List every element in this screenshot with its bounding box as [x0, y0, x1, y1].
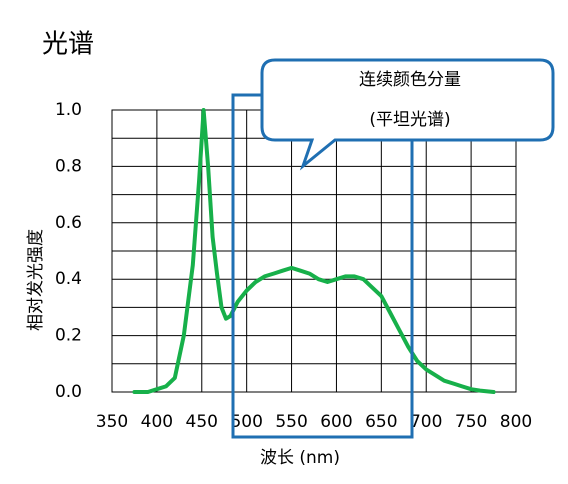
x-tick-label: 550: [275, 412, 307, 432]
chart-title: 光谱: [42, 30, 94, 60]
y-tick-label: 0.0: [55, 382, 82, 402]
y-tick-label: 0.6: [55, 213, 82, 233]
y-tick-label: 0.8: [55, 156, 82, 176]
callout-text: (平坦光谱): [369, 110, 450, 130]
x-tick-label: 600: [320, 412, 352, 432]
x-tick-label: 500: [230, 412, 262, 432]
x-axis-label: 波长 (nm): [260, 448, 340, 468]
callout-text: 连续颜色分量: [359, 70, 461, 90]
x-tick-label: 700: [410, 412, 442, 432]
y-tick-label: 0.2: [55, 326, 82, 346]
plot-area: 0.0 0.2 0.4 0.6 0.8 1.0 350 400 450 500 550 600 650 7…: [55, 100, 532, 432]
y-axis-label: 相对发光强度: [26, 229, 46, 331]
y-tick-label: 0.4: [55, 269, 82, 289]
x-tick-label: 750: [455, 412, 487, 432]
spectrum-line: [132, 108, 496, 394]
x-tick-label: 350: [96, 412, 128, 432]
callout: [260, 58, 555, 171]
x-tick-label: 800: [500, 412, 532, 432]
x-tick-label: 450: [186, 412, 218, 432]
y-tick-label: 1.0: [55, 100, 82, 120]
x-tick-label: 650: [365, 412, 397, 432]
x-tick-label: 400: [141, 412, 173, 432]
